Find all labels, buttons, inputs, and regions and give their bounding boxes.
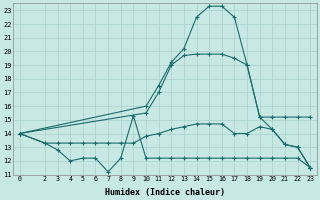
X-axis label: Humidex (Indice chaleur): Humidex (Indice chaleur) bbox=[105, 188, 225, 197]
